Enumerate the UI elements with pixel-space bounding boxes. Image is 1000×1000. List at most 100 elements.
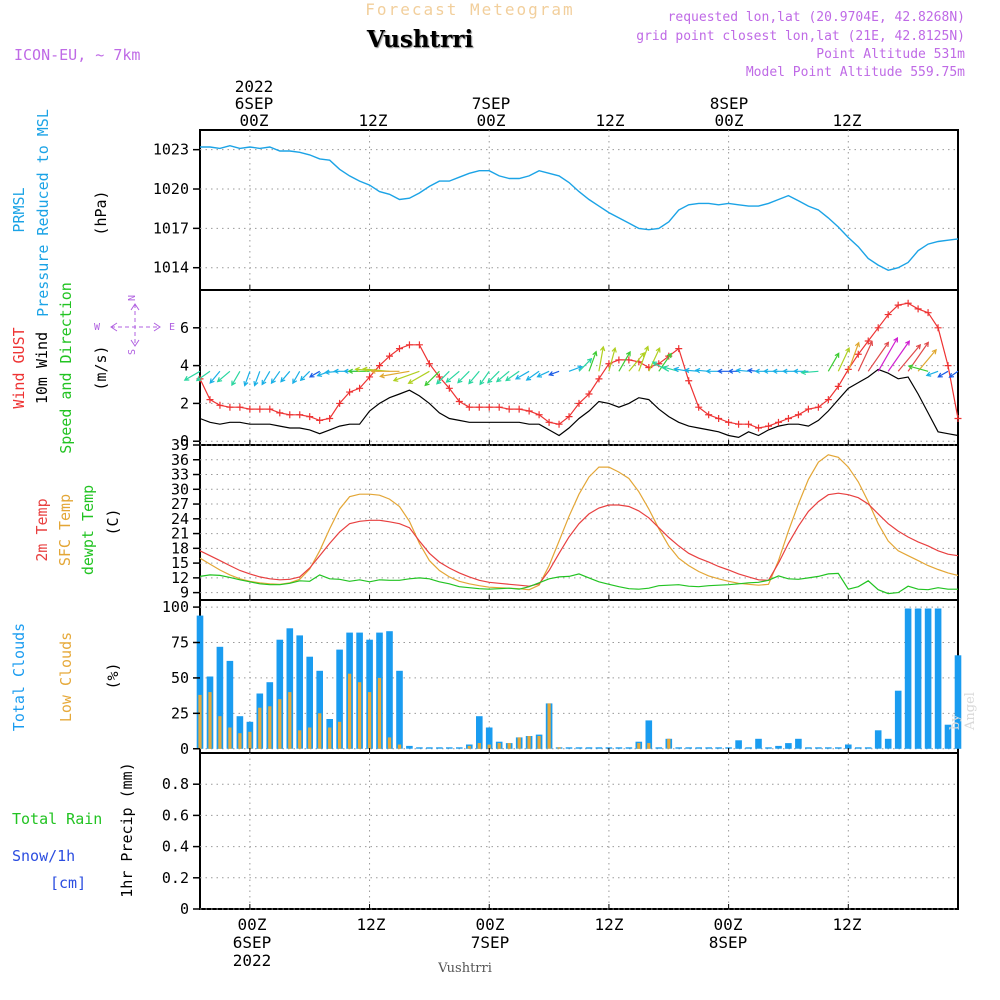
total-cloud-bar [735,740,742,749]
wind-gust-point [376,362,384,370]
wind-gust-point [356,384,364,392]
total-cloud-bar [296,635,303,749]
wind-gust-point [705,411,713,419]
wind-direction-arrow [727,368,739,374]
total-cloud-bar [276,639,284,749]
low-cloud-bar [198,694,202,749]
temp-2m-series-line [199,492,959,587]
low-cloud-bar [218,716,222,749]
wind-gust-point [944,362,952,370]
wind-direction-arrow [608,346,617,372]
precipitation-ytick-label: 0.2 [162,869,189,887]
total-cloud-bar [575,747,583,749]
total-cloud-bar [286,628,294,749]
wind-gust-point [854,350,862,358]
bottom-tick-label-2: 00Z [476,915,505,934]
wind-direction-arrow [925,370,939,377]
temperature-ytick-label: 33 [171,466,189,484]
wind-direction-arrow [598,345,606,372]
precipitation-ytick-label: 0.4 [162,838,189,856]
low-cloud-bar [238,733,242,749]
wind-gust-point [425,360,433,368]
wind-direction-arrow [536,370,550,378]
wind-direction-arrow [907,364,929,372]
temperature-ytick-label: 21 [171,525,189,543]
total-cloud-bar [755,738,762,749]
pressure-ytick-label: 1023 [153,141,189,159]
bottom-year-label: 2022 [233,951,272,970]
total-cloud-bar [386,631,393,749]
temp-ylabel: (C) [104,508,122,535]
low-cloud-bar [467,745,471,749]
wind-gust-point [904,299,912,307]
wind-direction-arrow [445,370,460,383]
low-cloud-bar [397,744,402,749]
wind-direction-arrow [370,368,400,374]
wind-gust-point [924,309,932,317]
total-cloud-bar [914,608,922,749]
temperature-ytick-label: 18 [171,539,189,557]
temp-label-sfc: SFC Temp [56,494,74,566]
low-cloud-bar [637,743,641,749]
low-cloud-bar [358,682,362,749]
wind-direction-arrow [195,370,211,382]
top-date-7sep: 7SEP [472,94,511,113]
precipitation-ytick-label: 0.6 [162,806,189,824]
wind-direction-arrow [299,370,311,382]
wind-gust-point [485,403,493,411]
temp-sfc-series-line [199,454,959,591]
total-cloud-bar [884,738,892,749]
low-cloud-bar [228,727,232,749]
wind-gust-point [386,352,393,360]
low-cloud-bar [368,692,372,749]
wind-gust-point [525,407,533,415]
temperature-ytick-label: 30 [171,480,189,498]
wind-gust-point [765,422,772,430]
low-cloud-bar [507,743,511,749]
low-cloud-bar [477,743,481,749]
temperature-ytick-label: 27 [171,495,189,513]
pressure-ylabel: (hPa) [92,190,110,235]
grid-lines [200,130,958,910]
total-cloud-bar [585,747,593,749]
top-tick-label-0: 00Z [240,111,269,130]
cloud-label-low: Low Clouds [57,632,75,722]
low-cloud-bar [387,737,392,749]
total-cloud-bar [226,660,234,749]
wind-direction-arrow [618,350,631,372]
wind-gust-point [894,301,902,309]
direction-legend-w: W [94,322,101,333]
wind-label-gust: Wind GUST [10,327,28,408]
total-cloud-bar [476,716,483,749]
wind-gust-point [804,405,812,413]
total-cloud-bar [426,747,433,749]
wind-gust-point [954,415,962,423]
low-cloud-bar [328,727,332,749]
low-cloud-bar [288,692,292,749]
total-cloud-bar [406,745,413,749]
pressure-ytick-label: 1020 [153,180,189,198]
total-cloud-bar [396,670,403,749]
wind-direction-arrow [209,370,221,384]
wind-gust-point [296,411,304,419]
bottom-tick-label-0: 00Z [238,915,267,934]
total-cloud-bar [894,690,902,749]
total-cloud-bar [485,727,493,749]
top-date-8sep: 8SEP [710,94,749,113]
low-cloud-bar [497,743,501,749]
wind-direction-arrow [658,352,672,372]
top-tick-label-4: 00Z [715,111,744,130]
axis-ticks: 1014101710201023024691215182124273033363… [153,141,849,918]
wind-gust-point [844,365,852,373]
bottom-date-8sep: 8SEP [709,933,748,952]
wind-direction-arrow [847,341,860,372]
wind-direction-arrow [324,369,340,375]
wind-direction-arrow [887,340,911,372]
total-cloud-bar [595,747,603,749]
wind-gust-point [615,356,623,364]
total-cloud-bar [685,747,692,749]
wind-gust-point [216,401,224,409]
wind-direction-arrow [505,370,520,382]
clouds-ytick-label: 25 [171,704,189,722]
low-cloud-bar [667,738,671,749]
